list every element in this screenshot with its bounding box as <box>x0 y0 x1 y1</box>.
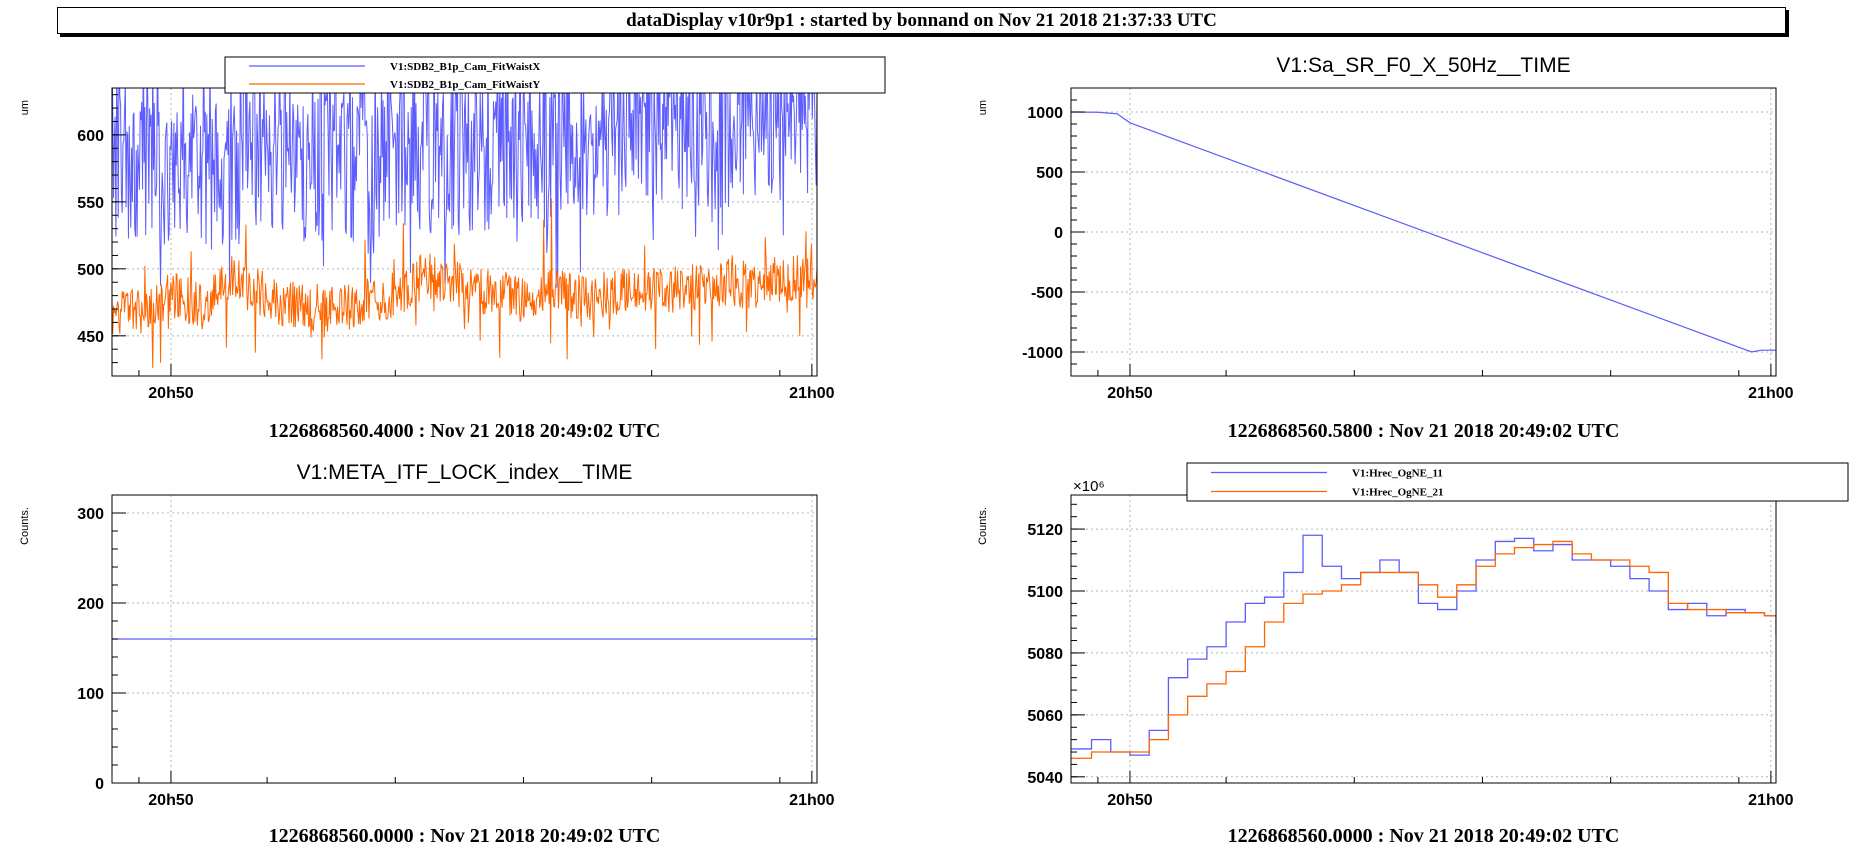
y-tick-label: 0 <box>95 776 104 793</box>
y-axis-label: Counts. <box>19 507 31 545</box>
chart-caption: 1226868560.4000 : Nov 21 2018 20:49:02 U… <box>269 420 661 442</box>
x-tick-label: 21h00 <box>1748 792 1793 809</box>
legend-entry: V1:Hrec_OgNE_11 <box>1352 468 1443 480</box>
chart-caption: 1226868560.0000 : Nov 21 2018 20:49:02 U… <box>1228 825 1620 847</box>
series-line <box>1071 111 1776 353</box>
y-tick-label: 5080 <box>1027 646 1063 663</box>
x-tick-label: 21h00 <box>789 385 834 402</box>
x-tick-label: 20h50 <box>148 792 193 809</box>
chart-panel-2: 20h50 21h00 -1000 -500 0 500 1000 um V1:Sa_SR_F0… <box>977 54 1794 442</box>
dashboard-banner: dataDisplay v10r9p1 : started by bonnand… <box>57 7 1786 34</box>
y-tick-label: 200 <box>77 596 104 613</box>
y-tick-label: 600 <box>77 128 104 145</box>
chart-caption: 1226868560.0000 : Nov 21 2018 20:49:02 U… <box>269 825 661 847</box>
y-tick-label: 1000 <box>1027 105 1063 122</box>
y-axis-label: Counts. <box>977 507 989 545</box>
legend-entry: V1:Hrec_OgNE_21 <box>1352 487 1443 499</box>
y-axis-label: um <box>977 100 989 115</box>
legend-entry: V1:SDB2_B1p_Cam_FitWaistX <box>390 61 540 73</box>
legend-entry: V1:SDB2_B1p_Cam_FitWaistY <box>390 79 540 91</box>
y-axis-exponent: ×10⁶ <box>1073 478 1105 495</box>
y-tick-label: 550 <box>77 195 104 212</box>
y-tick-label: 5060 <box>1027 708 1063 725</box>
chart-title: V1:META_ITF_LOCK_index__TIME <box>297 461 633 484</box>
chart-title: V1:Sa_SR_F0_X_50Hz__TIME <box>1276 54 1570 77</box>
x-tick-label: 20h50 <box>1107 385 1152 402</box>
y-axis-label: um <box>19 100 31 115</box>
x-tick-label: 21h00 <box>1748 385 1793 402</box>
series-line <box>1071 534 1776 756</box>
legend-box <box>224 56 886 94</box>
y-tick-label: 0 <box>1054 225 1063 242</box>
x-tick-label: 21h00 <box>789 792 834 809</box>
y-tick-label: 500 <box>77 262 104 279</box>
chart-panel-4: 20h50 21h00 5040 5060 5080 5100 5120 ×10⁶ Counts… <box>977 462 1849 847</box>
series-line <box>112 88 817 288</box>
y-tick-label: 100 <box>77 686 104 703</box>
x-tick-label: 20h50 <box>1107 792 1152 809</box>
chart-panel-3: 20h50 21h00 0 100 200 300 Counts. V1:META_ITF_L… <box>19 461 835 847</box>
y-tick-label: 450 <box>77 329 104 346</box>
legend-box <box>1186 462 1849 502</box>
chart-caption: 1226868560.5800 : Nov 21 2018 20:49:02 U… <box>1228 420 1620 442</box>
plot-frame <box>1070 494 1777 784</box>
y-tick-label: 500 <box>1036 165 1063 182</box>
series-line <box>112 198 817 369</box>
y-tick-label: -1000 <box>1022 345 1063 362</box>
chart-panel-1: 20h50 21h00 450 500 550 600 um 1226868560.4000 … <box>19 56 886 442</box>
x-tick-label: 20h50 <box>148 385 193 402</box>
y-tick-label: 300 <box>77 506 104 523</box>
y-tick-label: 5120 <box>1027 522 1063 539</box>
y-tick-label: 5040 <box>1027 770 1063 787</box>
y-tick-label: -500 <box>1031 285 1063 302</box>
y-tick-label: 5100 <box>1027 584 1063 601</box>
series-line <box>1071 540 1776 759</box>
